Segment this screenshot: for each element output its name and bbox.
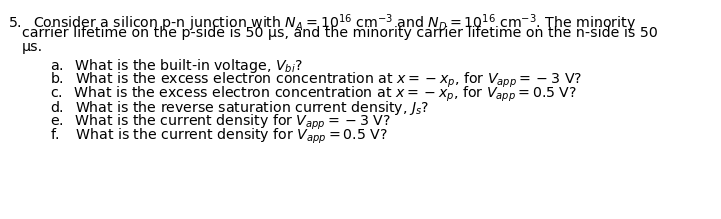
Text: d.  What is the reverse saturation current density, $J_s$?: d. What is the reverse saturation curren… — [50, 99, 430, 117]
Text: e.  What is the current density for $V_{app} = -3$ V?: e. What is the current density for $V_{a… — [50, 113, 391, 132]
Text: f.   What is the current density for $V_{app} = 0.5$ V?: f. What is the current density for $V_{a… — [50, 127, 388, 146]
Text: c.  What is the excess electron concentration at $x = -x_p$, for $V_{app} = 0.5$: c. What is the excess electron concentra… — [50, 85, 577, 104]
Text: 5.  Consider a silicon p-n junction with $N_A = 10^{16}$ cm$^{-3}$ and $N_D = 10: 5. Consider a silicon p-n junction with … — [8, 12, 636, 34]
Text: a.  What is the built-in voltage, $V_{bi}$?: a. What is the built-in voltage, $V_{bi}… — [50, 57, 303, 75]
Text: carrier lifetime on the p-side is 50 μs, and the minority carrier lifetime on th: carrier lifetime on the p-side is 50 μs,… — [22, 26, 658, 40]
Text: μs.: μs. — [22, 40, 43, 54]
Text: b.  What is the excess electron concentration at $x = -x_p$, for $V_{app} = -3$ : b. What is the excess electron concentra… — [50, 71, 582, 90]
